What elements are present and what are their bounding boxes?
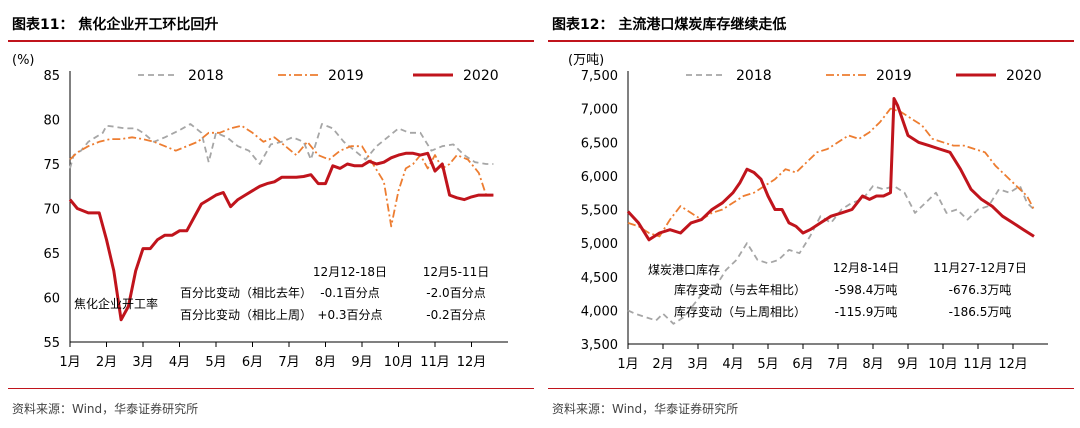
y-tick-label: 70 bbox=[43, 203, 60, 218]
x-tick-label: 10月 bbox=[384, 355, 414, 370]
chart-title: 图表11： 焦化企业开工环比回升 bbox=[12, 17, 219, 33]
x-tick-label: 12月 bbox=[998, 357, 1028, 372]
title-rule bbox=[8, 40, 534, 42]
legend-label-2020: 2020 bbox=[1006, 68, 1042, 84]
x-tick-label: 9月 bbox=[351, 355, 372, 370]
series-line-2020 bbox=[68, 151, 494, 322]
x-tick-label: 4月 bbox=[722, 357, 743, 372]
annotation-label: 煤炭港口库存 bbox=[648, 262, 720, 277]
footer-rule bbox=[548, 388, 1074, 389]
y-tick-label: 80 bbox=[43, 114, 60, 129]
x-tick-label: 11月 bbox=[963, 357, 993, 372]
annotation-label: 焦化企业开工率 bbox=[74, 296, 158, 311]
y-tick-label: 55 bbox=[43, 336, 60, 351]
series-line-2018 bbox=[69, 123, 494, 169]
series-line-2019 bbox=[627, 107, 1035, 238]
series-line-2020 bbox=[626, 97, 1035, 242]
y-tick-label: 3,500 bbox=[581, 338, 618, 353]
x-tick-label: 5月 bbox=[205, 355, 226, 370]
x-tick-label: 4月 bbox=[169, 355, 190, 370]
x-tick-label: 8月 bbox=[862, 357, 883, 372]
y-axis-unit: (%) bbox=[12, 53, 35, 68]
y-tick-label: 75 bbox=[43, 158, 60, 173]
x-tick-label: 7月 bbox=[278, 355, 299, 370]
chart-panel-coal-port: 图表12： 主流港口煤炭库存继续走低 (万吨) 3,500 4,000 4,500 5,… bbox=[548, 0, 1076, 428]
x-tick-label: 12月 bbox=[457, 355, 487, 370]
y-tick-label: 6,000 bbox=[581, 170, 618, 185]
series-line-2018 bbox=[627, 185, 1035, 325]
annotation-col-header: 12月8-14日 bbox=[833, 261, 900, 275]
footer-rule bbox=[8, 388, 534, 389]
x-tick-label: 3月 bbox=[132, 355, 153, 370]
x-tick-label: 1月 bbox=[617, 357, 638, 372]
annotation-value: -115.9万吨 bbox=[835, 305, 898, 319]
annotation-value: -676.3万吨 bbox=[949, 283, 1012, 297]
x-tick-label: 2月 bbox=[96, 355, 117, 370]
x-tick-label: 8月 bbox=[315, 355, 336, 370]
x-tick-label: 1月 bbox=[59, 355, 80, 370]
y-tick-label: 4,000 bbox=[581, 304, 618, 319]
y-tick-label: 6,500 bbox=[581, 136, 618, 151]
x-tick-label: 9月 bbox=[897, 357, 918, 372]
annotation-value: -2.0百分点 bbox=[426, 286, 485, 300]
x-tick-label: 3月 bbox=[687, 357, 708, 372]
y-tick-label: 7,000 bbox=[581, 103, 618, 118]
y-tick-label: 60 bbox=[43, 292, 60, 307]
coking-line-chart: (%) 55 60 65 70 75 80 85 1月 2月 3月 4月 5月 6月 7月 8月 9月 10月 11… bbox=[12, 53, 508, 370]
annotation-row-label: 库存变动（与去年相比） bbox=[674, 282, 806, 297]
annotation-value: +0.3百分点 bbox=[317, 308, 382, 322]
x-tick-label: 6月 bbox=[792, 357, 813, 372]
title-rule bbox=[548, 40, 1074, 42]
coal-port-inventory-line-chart: (万吨) 3,500 4,000 4,500 5,000 5,500 6,000 6,500 7… bbox=[568, 53, 1048, 372]
y-tick-label: 7,500 bbox=[581, 69, 618, 84]
legend-label-2018: 2018 bbox=[188, 68, 224, 84]
annotation-row-label: 百分比变动（相比上周） bbox=[180, 307, 312, 322]
annotation-value: -0.1百分点 bbox=[320, 286, 379, 300]
x-tick-label: 10月 bbox=[928, 357, 958, 372]
legend-label-2018: 2018 bbox=[736, 68, 772, 84]
annotation-value: -0.2百分点 bbox=[426, 308, 485, 322]
annotation-row-label: 百分比变动（相比去年） bbox=[180, 285, 312, 300]
legend-label-2019: 2019 bbox=[876, 68, 912, 84]
y-tick-label: 4,500 bbox=[581, 271, 618, 286]
x-tick-label: 7月 bbox=[827, 357, 848, 372]
annotation-col-header: 12月12-18日 bbox=[313, 265, 387, 279]
y-tick-label: 5,500 bbox=[581, 204, 618, 219]
annotation-value: -186.5万吨 bbox=[949, 305, 1012, 319]
annotation-col-header: 12月5-11日 bbox=[423, 265, 490, 279]
annotation-value: -598.4万吨 bbox=[835, 283, 898, 297]
chart-panel-coking: 图表11： 焦化企业开工环比回升 (%) 55 60 65 70 75 80 85 1月 2月 3月… bbox=[8, 0, 536, 428]
chart-title: 图表12： 主流港口煤炭库存继续走低 bbox=[552, 17, 787, 33]
legend-label-2020: 2020 bbox=[463, 68, 499, 84]
x-tick-label: 11月 bbox=[420, 355, 450, 370]
y-tick-label: 85 bbox=[43, 69, 60, 84]
x-tick-label: 5月 bbox=[757, 357, 778, 372]
annotation-col-header: 11月27-12月7日 bbox=[933, 261, 1027, 275]
series-line-2019 bbox=[69, 124, 494, 228]
source-note: 资料来源：Wind，华泰证券研究所 bbox=[12, 402, 199, 416]
y-tick-label: 5,000 bbox=[581, 237, 618, 252]
y-tick-label: 65 bbox=[43, 247, 60, 262]
x-tick-label: 2月 bbox=[652, 357, 673, 372]
x-tick-label: 6月 bbox=[242, 355, 263, 370]
annotation-row-label: 库存变动（与上周相比） bbox=[674, 304, 806, 319]
y-axis-unit: (万吨) bbox=[568, 53, 604, 68]
legend-label-2019: 2019 bbox=[328, 68, 364, 84]
source-note: 资料来源：Wind，华泰证券研究所 bbox=[552, 402, 739, 416]
